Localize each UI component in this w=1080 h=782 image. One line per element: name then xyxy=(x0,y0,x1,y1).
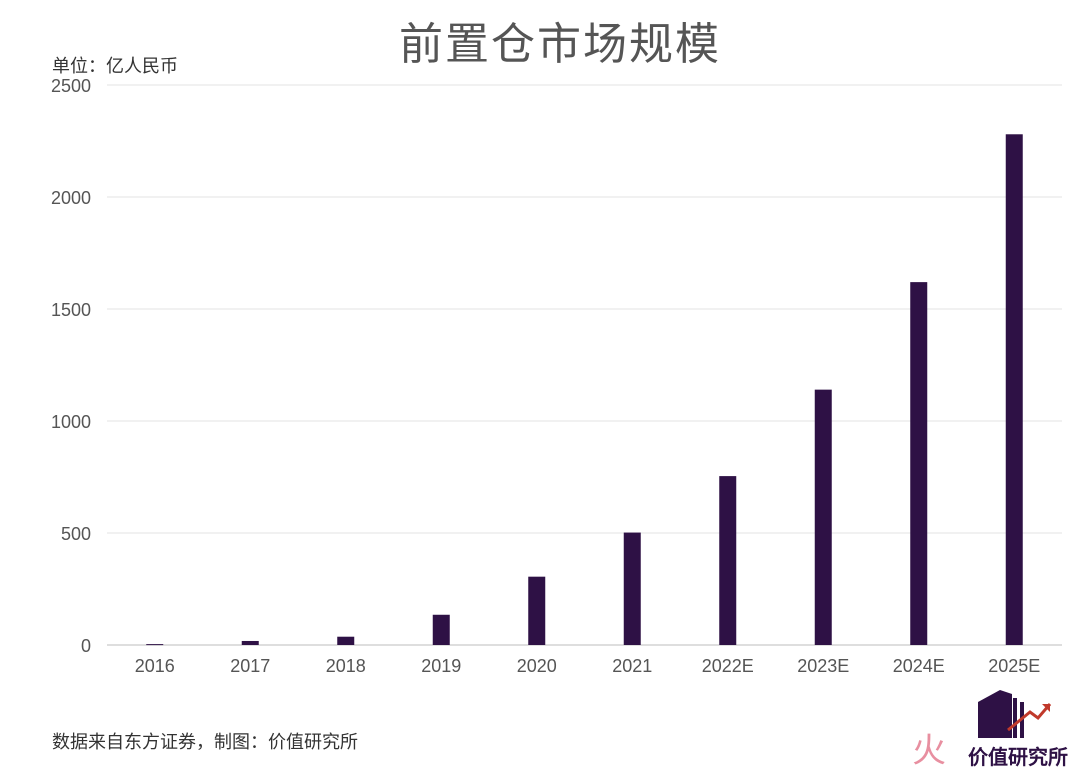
source-note: 数据来自东方证券，制图：价值研究所 xyxy=(52,732,358,753)
x-tick-label: 2022E xyxy=(702,656,754,676)
x-tick-label: 2016 xyxy=(135,656,175,676)
svg-text:火: 火 xyxy=(912,731,946,771)
bar-2024E xyxy=(910,282,928,645)
y-tick-label: 2000 xyxy=(51,188,91,208)
x-tick-label: 2018 xyxy=(326,656,366,676)
x-tick-label: 2023E xyxy=(797,656,849,676)
x-tick-label: 2017 xyxy=(230,656,270,676)
bar-2017 xyxy=(241,640,259,645)
y-tick-label: 1000 xyxy=(51,412,91,432)
bar-2018 xyxy=(337,636,355,645)
grid-lines xyxy=(107,84,1062,646)
watermark-logo: 火 价值研究所 xyxy=(912,690,1068,771)
bars xyxy=(146,134,1023,646)
y-tick-label: 1500 xyxy=(51,300,91,320)
bar-2016 xyxy=(146,644,164,646)
bar-2025E xyxy=(1005,134,1023,645)
bar-chart: 0 500 1000 1500 2000 2500 2016 2017 2018 2019 202… xyxy=(51,76,1062,676)
bar-2020 xyxy=(528,576,546,645)
chart-title: 前置仓市场规模 xyxy=(399,19,721,70)
x-tick-label: 2020 xyxy=(517,656,557,676)
y-tick-label: 2500 xyxy=(51,76,91,96)
x-tick-labels: 2016 2017 2018 2019 2020 2021 2022E 2023E 2024E 2… xyxy=(135,656,1041,676)
bar-2021 xyxy=(623,532,641,645)
x-tick-label: 2019 xyxy=(421,656,461,676)
watermark-text: 价值研究所 xyxy=(968,745,1068,769)
y-tick-labels: 0 500 1000 1500 2000 2500 xyxy=(51,76,91,656)
x-tick-label: 2025E xyxy=(988,656,1040,676)
unit-label: 单位：亿人民币 xyxy=(52,56,178,77)
bar-2022E xyxy=(719,476,737,645)
bar-2019 xyxy=(432,614,450,645)
x-tick-label: 2021 xyxy=(612,656,652,676)
y-tick-label: 0 xyxy=(81,636,91,656)
x-tick-label: 2024E xyxy=(893,656,945,676)
bar-2023E xyxy=(814,389,832,645)
y-tick-label: 500 xyxy=(61,524,91,544)
